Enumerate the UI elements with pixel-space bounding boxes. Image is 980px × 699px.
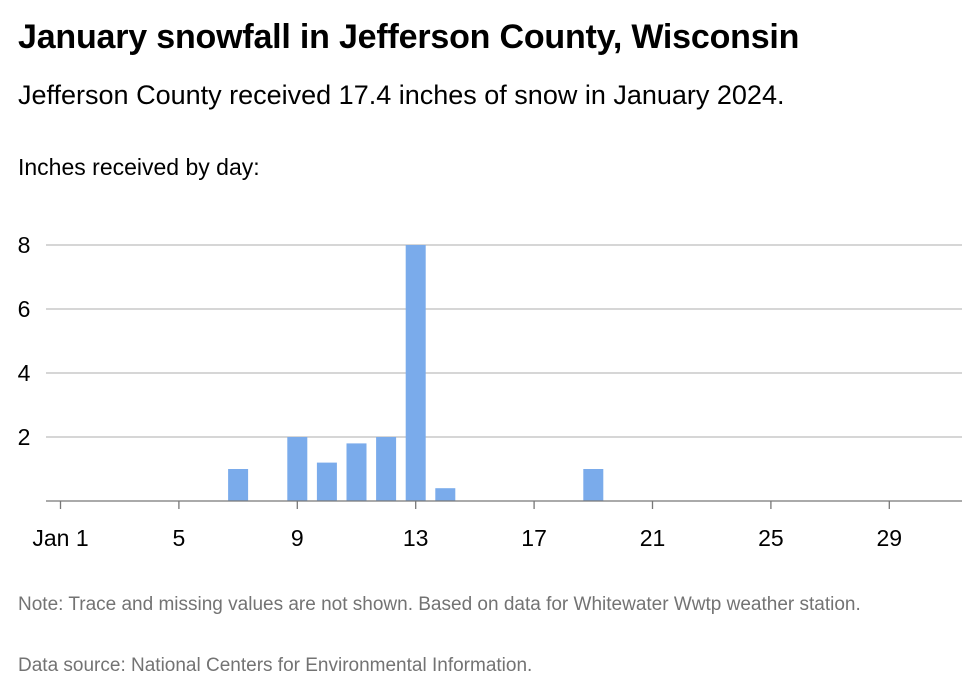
chart-note: Note: Trace and missing values are not s… — [18, 594, 861, 615]
x-tick-label: 25 — [758, 525, 784, 551]
x-tick-label: 17 — [521, 525, 547, 551]
bar — [287, 437, 308, 501]
x-tick-label: 13 — [403, 525, 429, 551]
x-tick-label: 5 — [173, 525, 186, 551]
x-tick-label: 29 — [877, 525, 903, 551]
chart-subtitle: Jefferson County received 17.4 inches of… — [18, 80, 785, 110]
x-tick-label: 9 — [291, 525, 304, 551]
bar — [435, 488, 456, 501]
chart-source: Data source: National Centers for Enviro… — [18, 655, 533, 676]
x-tick-label: Jan 1 — [32, 525, 88, 551]
bar — [376, 437, 397, 501]
units-label: Inches received by day: — [18, 154, 260, 180]
bar — [405, 245, 426, 501]
bar-chart: 2 4 6 8 Jan 1 5 9 13 17 21 25 29 — [18, 232, 962, 551]
chart-title: January snowfall in Jefferson County, Wi… — [18, 18, 800, 56]
y-tick-label: 6 — [18, 296, 31, 322]
y-tick-label: 4 — [18, 360, 31, 386]
bar — [346, 443, 367, 501]
bar — [228, 469, 249, 501]
x-tick-label: 21 — [640, 525, 666, 551]
bar — [316, 462, 337, 501]
bar — [583, 469, 604, 501]
y-tick-label: 2 — [18, 424, 31, 450]
y-tick-label: 8 — [18, 232, 31, 258]
